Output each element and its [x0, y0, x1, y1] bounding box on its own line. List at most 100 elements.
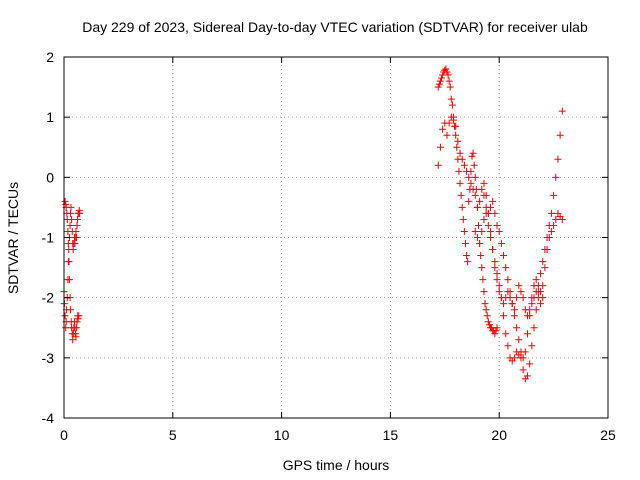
- data-point: [530, 324, 538, 332]
- data-point: [465, 173, 473, 181]
- data-point: [541, 264, 549, 272]
- data-point: [491, 330, 499, 338]
- data-point: [477, 252, 485, 260]
- data-point: [508, 300, 516, 308]
- data-point: [478, 227, 486, 235]
- data-point: [448, 101, 456, 109]
- data-point: [73, 324, 81, 332]
- data-point: [478, 185, 486, 193]
- data-point: [72, 333, 80, 341]
- y-tick-label: -2: [42, 290, 55, 306]
- data-point: [486, 234, 494, 241]
- data-point: [480, 215, 488, 223]
- data-point: [483, 312, 491, 320]
- data-point: [465, 197, 473, 205]
- data-point: [73, 215, 81, 223]
- data-point: [515, 282, 523, 290]
- data-point: [506, 288, 514, 296]
- data-point: [552, 173, 560, 181]
- data-point: [500, 300, 508, 308]
- data-point: [436, 77, 444, 85]
- data-point: [528, 300, 536, 308]
- data-point: [61, 312, 69, 320]
- data-point: [445, 119, 453, 127]
- y-tick-label: 2: [46, 49, 54, 65]
- data-point: [442, 65, 450, 73]
- data-point: [526, 306, 534, 314]
- data-point: [526, 312, 534, 320]
- data-point: [478, 264, 486, 272]
- data-point: [519, 366, 527, 374]
- data-point: [510, 312, 518, 320]
- data-point: [435, 80, 443, 88]
- data-point: [469, 149, 477, 157]
- data-point: [550, 221, 558, 229]
- data-point: [558, 107, 566, 115]
- x-axis-label: GPS time / hours: [283, 457, 390, 473]
- data-point: [502, 330, 510, 338]
- data-point: [537, 270, 545, 278]
- data-point: [517, 288, 525, 296]
- data-point: [547, 227, 555, 235]
- data-point: [458, 203, 466, 211]
- data-point: [450, 116, 458, 124]
- x-tick-label: 5: [169, 427, 177, 443]
- data-point: [457, 191, 465, 199]
- data-point: [481, 300, 489, 308]
- data-point: [64, 240, 72, 248]
- data-point: [463, 167, 471, 175]
- data-point: [539, 294, 547, 302]
- data-point: [461, 240, 469, 248]
- data-point: [532, 276, 540, 284]
- data-point: [528, 294, 536, 302]
- data-point: [63, 215, 71, 223]
- data-point: [491, 209, 499, 217]
- data-point: [500, 312, 508, 320]
- data-point: [484, 318, 492, 326]
- data-point: [69, 336, 77, 344]
- data-point: [479, 276, 487, 284]
- data-point: [482, 306, 490, 314]
- data-point: [473, 203, 481, 211]
- data-point: [456, 149, 464, 157]
- data-point: [467, 179, 475, 187]
- data-point: [445, 77, 453, 85]
- x-tick-label: 25: [600, 427, 616, 443]
- data-point: [489, 197, 497, 205]
- y-tick-label: 1: [46, 109, 54, 125]
- data-point: [443, 68, 451, 76]
- data-point: [545, 234, 553, 241]
- data-point: [76, 209, 84, 217]
- data-point: [519, 354, 527, 362]
- data-point: [458, 155, 466, 163]
- data-point: [455, 167, 463, 175]
- data-point: [73, 234, 81, 241]
- data-point: [460, 227, 468, 235]
- x-tick-label: 15: [383, 427, 399, 443]
- data-point: [528, 342, 536, 350]
- data-point: [493, 221, 501, 229]
- data-point: [62, 324, 70, 332]
- data-point: [468, 152, 476, 160]
- data-point: [65, 258, 73, 266]
- data-point: [471, 191, 479, 199]
- data-point: [504, 276, 512, 284]
- data-point: [65, 276, 73, 284]
- data-point: [500, 252, 508, 260]
- data-point: [446, 83, 454, 91]
- data-point: [556, 131, 564, 139]
- data-point: [484, 221, 492, 229]
- data-point: [495, 227, 503, 235]
- x-tick-label: 20: [491, 427, 507, 443]
- data-point: [513, 324, 521, 332]
- data-point: [476, 240, 484, 248]
- data-point: [61, 197, 69, 205]
- data-point: [447, 95, 455, 103]
- data-point: [73, 221, 81, 229]
- data-point: [470, 161, 478, 169]
- data-point: [464, 258, 472, 266]
- data-point: [72, 227, 80, 235]
- data-point: [456, 179, 464, 187]
- data-point: [452, 122, 460, 130]
